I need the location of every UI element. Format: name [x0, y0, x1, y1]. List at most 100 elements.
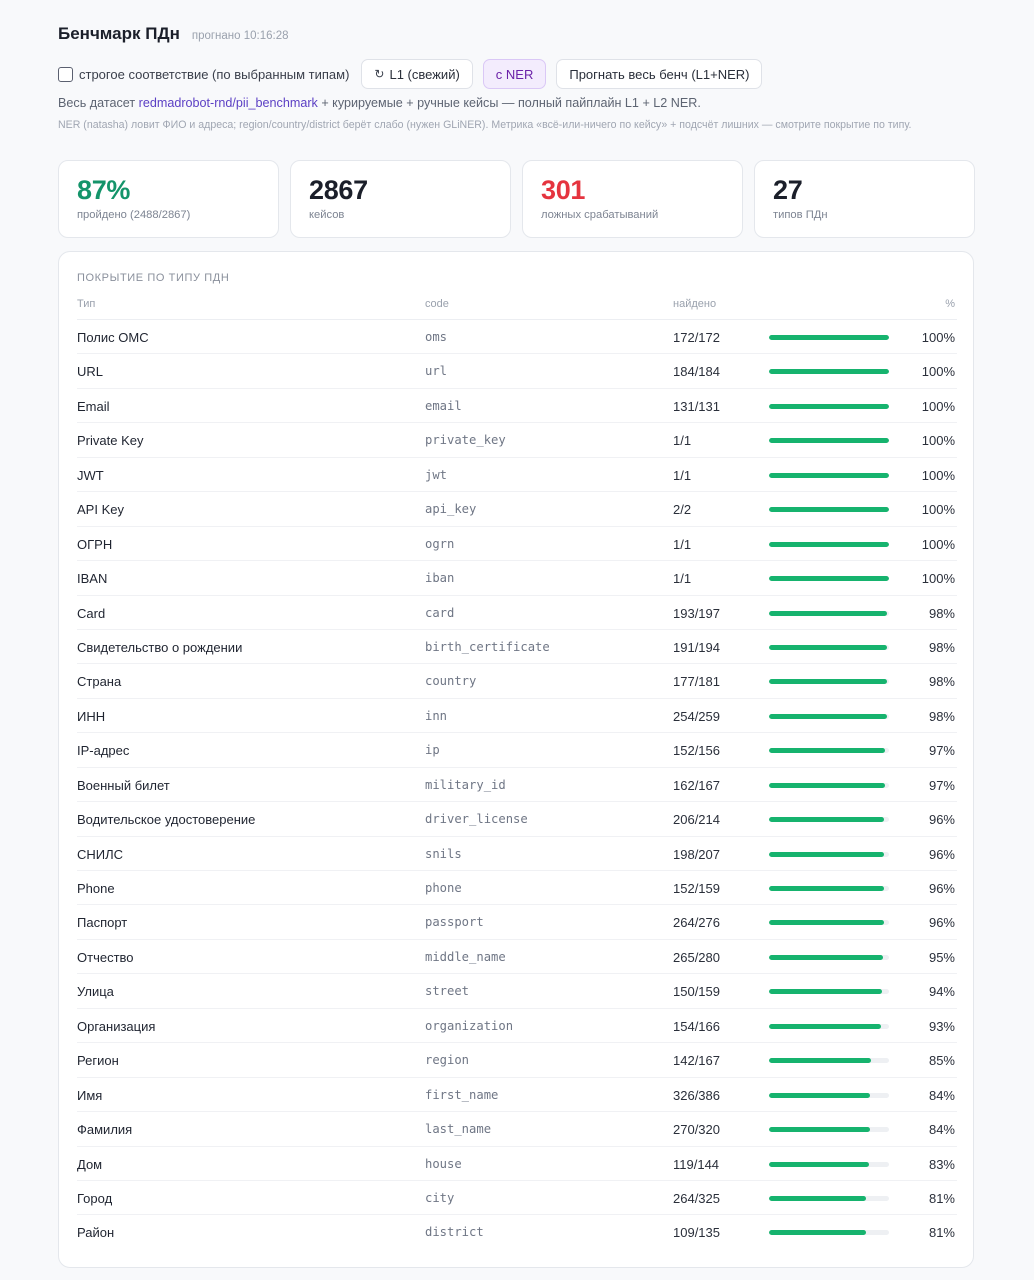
cell-found: 326/386 — [673, 1087, 720, 1103]
metric-note: NER (natasha) ловит ФИО и адреса; region… — [58, 119, 912, 131]
coverage-bar-fill — [769, 576, 889, 582]
cell-code: ogrn — [425, 536, 455, 551]
cell-type: IP-адрес — [77, 743, 130, 759]
table-row: Свидетельство о рождении birth_certificat… — [77, 630, 957, 665]
page-header: Бенчмарк ПДн прогнано 10:16:28 — [58, 24, 289, 44]
stat-card-cases: 2867 кейсов — [290, 160, 511, 238]
description-prefix: Весь датасет — [58, 96, 136, 110]
cell-found: 184/184 — [673, 364, 720, 380]
cell-pct: 100% — [921, 502, 955, 518]
coverage-bar-fill — [769, 713, 887, 719]
column-header-found: найдено — [673, 298, 717, 310]
strict-match-toggle[interactable]: строгое соответствие (по выбранным типам… — [58, 66, 350, 82]
stat-label: пройдено (2488/2867) — [77, 209, 191, 221]
stat-card-pii-types: 27 типов ПДн — [754, 160, 975, 238]
cell-pct: 97% — [928, 777, 955, 793]
cell-type: Район — [77, 1225, 115, 1241]
stat-value: 301 — [541, 175, 586, 205]
cell-found: 177/181 — [673, 674, 720, 690]
column-header-type: Тип — [77, 298, 96, 310]
coverage-section-title: Покрытие по типу ПДн — [77, 272, 230, 284]
cell-code: ip — [425, 743, 440, 758]
cell-type: Отчество — [77, 949, 134, 965]
cell-type: Улица — [77, 984, 114, 1000]
coverage-bar-fill — [769, 1058, 871, 1064]
cell-found: 1/1 — [673, 433, 692, 449]
coverage-bar — [769, 713, 889, 719]
run-full-bench-button[interactable]: Прогнать весь бенч (L1+NER) — [556, 59, 763, 89]
cell-type: ИНН — [77, 708, 106, 724]
run-l1-button[interactable]: ↻ L1 (свежий) — [361, 59, 473, 89]
coverage-bar-fill — [769, 817, 885, 823]
cell-code: jwt — [425, 467, 448, 482]
coverage-bar — [769, 541, 889, 547]
cell-type: JWT — [77, 467, 104, 483]
table-row: СНИЛС snils 198/207 96% — [77, 837, 957, 871]
cell-type: Phone — [77, 881, 115, 896]
coverage-bar-fill — [769, 920, 885, 926]
coverage-bar — [769, 576, 889, 582]
cell-pct: 93% — [928, 1018, 955, 1034]
strict-match-checkbox[interactable] — [58, 66, 73, 82]
cell-type: Card — [77, 605, 106, 621]
cell-type: Фамилия — [77, 1122, 133, 1138]
table-row: Дом house 119/144 83% — [77, 1147, 957, 1181]
cell-code: first_name — [425, 1087, 499, 1102]
table-row: ОГРН ogrn 1/1 100% — [77, 527, 957, 562]
cell-code: api_key — [425, 502, 477, 517]
cell-type: API Key — [77, 502, 124, 518]
coverage-bar-fill — [769, 1127, 870, 1133]
cell-code: passport — [425, 915, 484, 930]
cell-type: Дом — [77, 1156, 103, 1172]
strict-match-label: строгое соответствие (по выбранным типам… — [79, 66, 350, 82]
run-full-bench-label: Прогнать весь бенч (L1+NER) — [569, 66, 750, 82]
cell-code: phone — [425, 881, 462, 895]
coverage-bar — [769, 472, 889, 478]
cell-code: driver_license — [425, 812, 528, 827]
table-row: IP-адрес ip 152/156 97% — [77, 733, 957, 768]
coverage-bar — [769, 920, 889, 926]
coverage-bar-fill — [769, 851, 885, 857]
cell-code: organization — [425, 1018, 514, 1033]
coverage-bar-fill — [769, 1023, 881, 1029]
stat-label: типов ПДн — [773, 209, 828, 221]
cell-type: Организация — [77, 1018, 156, 1034]
ner-toggle-button[interactable]: с NER — [482, 59, 547, 89]
cell-type: Email — [77, 398, 110, 414]
cell-code: card — [425, 605, 455, 620]
coverage-bar-fill — [769, 1161, 869, 1167]
cell-type: Водительское удостоверение — [77, 812, 256, 828]
cell-code: street — [425, 984, 470, 999]
coverage-bar — [769, 851, 889, 857]
coverage-bar — [769, 1127, 889, 1133]
description-suffix: + курируемые + ручные кейсы — полный пай… — [321, 96, 701, 110]
cell-pct: 100% — [921, 433, 955, 449]
cell-found: 191/194 — [673, 639, 720, 655]
stat-label: ложных срабатываний — [541, 209, 659, 221]
coverage-bar-fill — [769, 886, 885, 891]
cell-pct: 96% — [928, 812, 955, 828]
cell-pct: 100% — [921, 398, 955, 414]
cell-code: region — [425, 1053, 470, 1068]
coverage-bar — [769, 1092, 889, 1098]
dataset-link[interactable]: redmadrobot-rnd/pii_benchmark — [138, 96, 318, 110]
cell-pct: 100% — [921, 330, 955, 345]
refresh-icon: ↻ — [374, 67, 385, 81]
coverage-bar — [769, 1058, 889, 1064]
cell-found: 150/159 — [673, 984, 720, 1000]
cell-found: 1/1 — [673, 571, 692, 587]
stat-card-passed: 87% пройдено (2488/2867) — [58, 160, 279, 238]
table-row: Private Key private_key 1/1 100% — [77, 423, 957, 458]
coverage-bar — [769, 782, 889, 788]
stat-label: кейсов — [309, 209, 345, 221]
table-row: Имя first_name 326/386 84% — [77, 1078, 957, 1113]
coverage-bar — [769, 438, 889, 444]
table-row: Район district 109/135 81% — [77, 1215, 957, 1249]
cell-pct: 84% — [928, 1122, 955, 1138]
cell-type: ОГРН — [77, 536, 113, 552]
cell-pct: 100% — [921, 536, 955, 552]
cell-type: URL — [77, 364, 104, 380]
cell-pct: 98% — [928, 674, 955, 690]
coverage-bar-fill — [769, 748, 886, 754]
table-row: Водительское удостоверение driver_license… — [77, 802, 957, 837]
